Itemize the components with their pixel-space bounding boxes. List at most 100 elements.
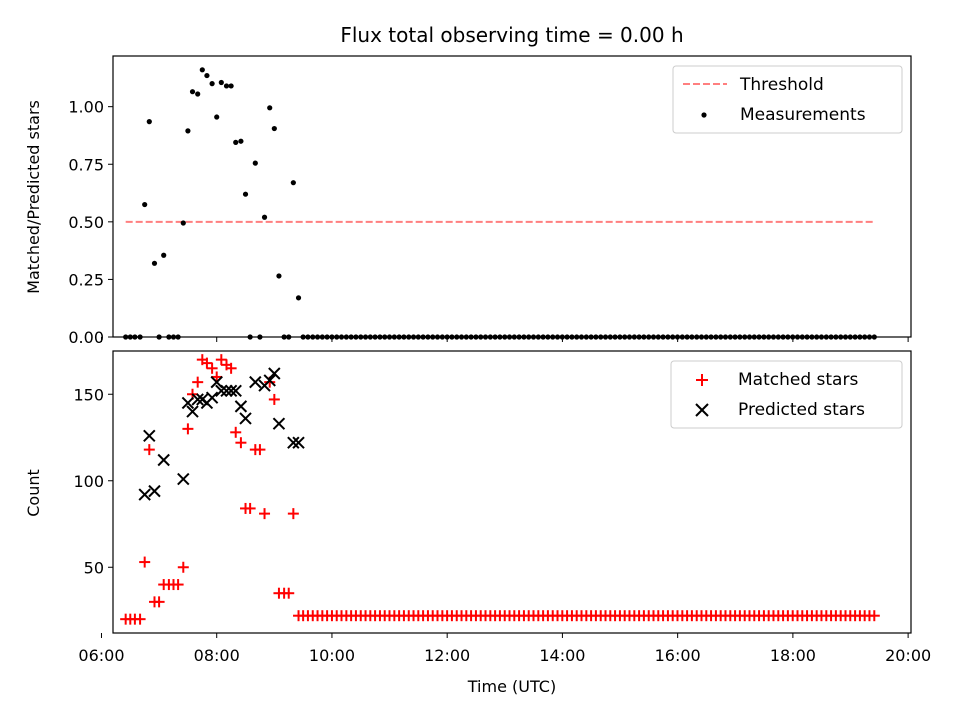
matched-star-point — [172, 579, 184, 591]
legend-threshold-label: Threshold — [739, 75, 824, 95]
bottom-plot-area — [120, 354, 880, 625]
measurement-point — [199, 67, 205, 73]
top-y-tick-label: 0.25 — [68, 270, 104, 289]
legend-matched-label: Matched stars — [738, 370, 858, 390]
predicted-star-point — [268, 367, 281, 380]
predicted-star-point — [272, 417, 286, 430]
measurement-point — [185, 128, 191, 134]
bottom-x-tick-label: 20:00 — [885, 646, 931, 665]
measurement-point — [209, 81, 215, 87]
predicted-star-point — [138, 488, 151, 501]
matched-star-point — [182, 423, 194, 435]
bottom-x-ticks: 06:00 08:00 10:00 12:00 14:00 16:00 18:00 20:00 — [78, 633, 931, 665]
bottom-x-tick-label: 08:00 — [194, 646, 240, 665]
measurement-point — [242, 191, 249, 197]
matched-star-point — [139, 556, 151, 568]
bottom-x-tick-label: 06:00 — [78, 646, 124, 665]
bottom-y-tick-label: 150 — [73, 385, 104, 404]
predicted-star-point — [186, 405, 199, 418]
legend-measurement-swatch — [701, 112, 707, 118]
matched-star-point — [143, 444, 155, 456]
measurement-point — [233, 139, 239, 145]
top-y-tick-label: 0.00 — [68, 328, 104, 347]
predicted-star-point — [215, 384, 228, 397]
predicted-star-point — [234, 400, 248, 413]
measurement-point — [204, 72, 210, 79]
measurement-point — [180, 220, 186, 226]
predicted-star-point — [210, 375, 223, 389]
matched-star-point — [268, 393, 280, 405]
predicted-star-point — [177, 472, 190, 486]
predicted-star-point — [224, 384, 238, 397]
predicted-star-point — [239, 412, 252, 425]
measurement-point — [146, 119, 152, 125]
bottom-x-tick-label: 10:00 — [309, 646, 355, 665]
predicted-star-point — [205, 391, 219, 404]
measurement-point — [271, 125, 277, 132]
top-y-axis-label: Matched/Predicted stars — [24, 100, 43, 294]
top-y-tick-label: 1.00 — [68, 98, 104, 117]
measurement-point — [276, 273, 282, 279]
predicted-star-point — [263, 374, 276, 387]
matched-star-point — [177, 561, 189, 573]
measurement-point — [228, 83, 234, 89]
legend-matched-swatch — [696, 374, 708, 386]
matched-star-point — [153, 596, 165, 608]
bottom-x-tick-label: 16:00 — [655, 646, 701, 665]
top-y-tick-label: 0.50 — [68, 213, 104, 232]
top-axes-frame — [112, 55, 912, 338]
matched-star-point — [206, 362, 218, 374]
measurement-point — [142, 201, 148, 208]
bottom-y-ticks: 50 100 150 — [73, 385, 113, 577]
top-legend: Threshold Measurements — [672, 65, 903, 134]
predicted-star-point — [191, 393, 204, 406]
bottom-x-tick-label: 18:00 — [770, 646, 816, 665]
matched-star-point — [244, 502, 256, 514]
bottom-y-tick-label: 50 — [84, 558, 104, 577]
measurement-point — [151, 260, 158, 266]
matched-star-point — [211, 371, 223, 383]
legend-measurement-label: Measurements — [740, 105, 866, 125]
bottom-legend: Matched stars Predicted stars — [670, 360, 903, 429]
bottom-x-axis-label: Time (UTC) — [467, 677, 556, 696]
matched-star-point — [254, 444, 266, 456]
top-x-ticks — [100, 337, 909, 342]
top-y-tick-label: 0.75 — [68, 155, 104, 174]
predicted-star-point — [148, 484, 161, 498]
matched-star-point — [201, 357, 213, 369]
measurement-point — [267, 105, 273, 111]
predicted-star-point — [229, 384, 242, 397]
measurement-point — [290, 180, 296, 186]
predicted-star-point — [181, 396, 195, 410]
matched-star-point — [134, 613, 146, 625]
predicted-star-point — [220, 384, 233, 397]
predicted-star-point — [287, 436, 300, 449]
matched-star-point — [192, 376, 204, 388]
matched-star-point — [225, 362, 237, 374]
matched-star-point — [287, 508, 299, 520]
predicted-star-point — [157, 453, 170, 467]
bottom-x-tick-label: 12:00 — [424, 646, 470, 665]
predicted-points-layer — [138, 367, 305, 501]
legend-predicted-label: Predicted stars — [738, 400, 865, 420]
matched-star-point — [215, 354, 227, 366]
measurement-point — [295, 295, 302, 301]
top-y-ticks: 0.00 0.25 0.50 0.75 1.00 — [68, 98, 113, 347]
measurement-point — [223, 83, 230, 89]
predicted-star-point — [249, 375, 262, 389]
measurement-point — [214, 114, 220, 120]
matched-star-point — [259, 508, 271, 520]
predicted-star-point — [143, 429, 156, 442]
predicted-star-point — [292, 436, 305, 449]
top-chart-title: Flux total observing time = 0.00 h — [340, 23, 683, 47]
matched-star-point — [235, 437, 247, 449]
measurement-point — [238, 138, 244, 144]
measurement-point — [261, 214, 268, 220]
measurement-point — [252, 160, 258, 166]
measurement-point — [195, 91, 201, 97]
matched-star-point — [283, 587, 295, 599]
matched-star-point — [868, 610, 880, 622]
measurement-point — [218, 79, 224, 86]
legend-predicted-swatch — [695, 403, 709, 417]
